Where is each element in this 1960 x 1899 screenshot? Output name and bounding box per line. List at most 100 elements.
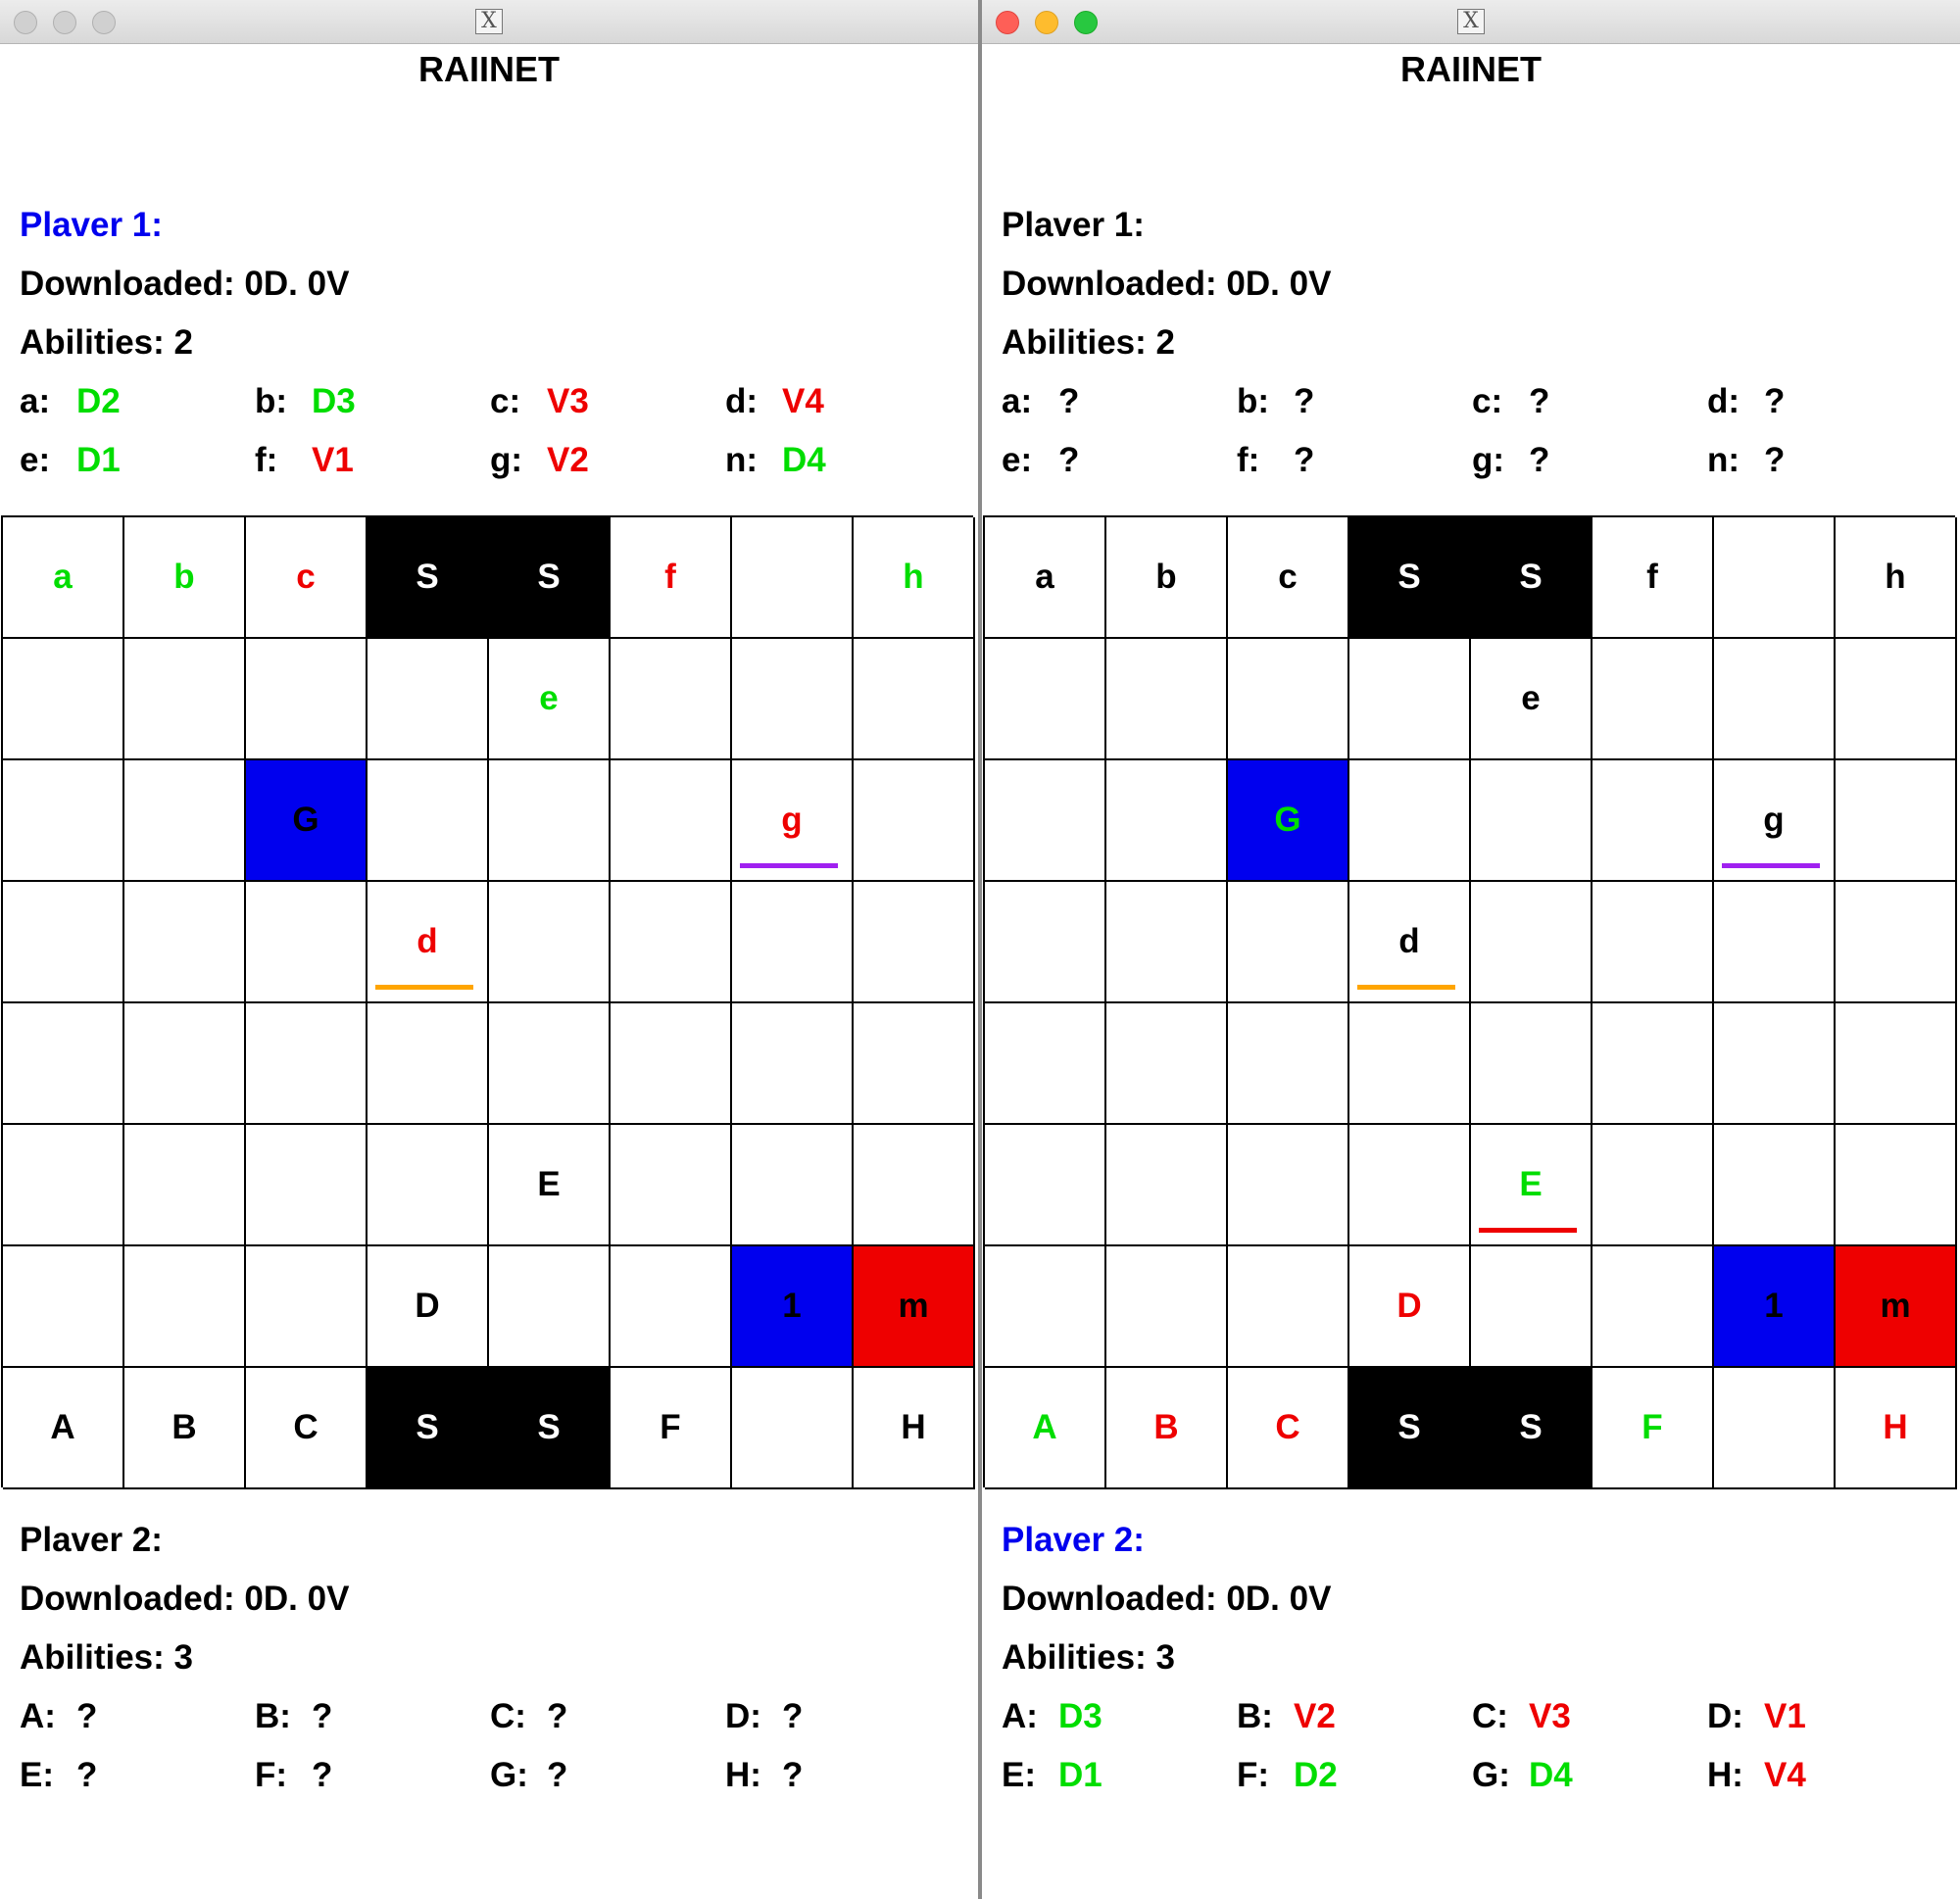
- board-cell[interactable]: [1228, 882, 1349, 1003]
- board-cell[interactable]: A: [985, 1368, 1106, 1489]
- board-cell[interactable]: [1592, 639, 1714, 760]
- board-cell[interactable]: [368, 639, 489, 760]
- board-cell[interactable]: [3, 639, 124, 760]
- board-cell[interactable]: B: [1106, 1368, 1228, 1489]
- server-port-cell[interactable]: S: [368, 1368, 489, 1489]
- board-cell[interactable]: [246, 1003, 368, 1125]
- firewall-cell[interactable]: 1: [732, 1246, 854, 1368]
- firewall-cell[interactable]: G: [1228, 760, 1349, 882]
- board-cell[interactable]: F: [1592, 1368, 1714, 1489]
- board-cell[interactable]: [1349, 1003, 1471, 1125]
- server-port-cell[interactable]: S: [1471, 517, 1592, 639]
- server-port-cell[interactable]: S: [1471, 1368, 1592, 1489]
- board-cell[interactable]: [854, 882, 975, 1003]
- board-cell[interactable]: [489, 1003, 611, 1125]
- board-cell[interactable]: [124, 639, 246, 760]
- board-cell[interactable]: f: [611, 517, 732, 639]
- board-cell[interactable]: c: [1228, 517, 1349, 639]
- board-cell[interactable]: E: [1471, 1125, 1592, 1246]
- board-cell[interactable]: [124, 1246, 246, 1368]
- board-cell[interactable]: [124, 882, 246, 1003]
- board-cell[interactable]: [246, 1125, 368, 1246]
- board-cell[interactable]: [611, 1125, 732, 1246]
- close-button[interactable]: [996, 11, 1019, 34]
- zoom-button[interactable]: [92, 11, 116, 34]
- board-cell[interactable]: [3, 882, 124, 1003]
- board-cell[interactable]: F: [611, 1368, 732, 1489]
- board-cell[interactable]: [1106, 1246, 1228, 1368]
- board-cell[interactable]: H: [854, 1368, 975, 1489]
- board-cell[interactable]: A: [3, 1368, 124, 1489]
- board-cell[interactable]: [854, 639, 975, 760]
- board-cell[interactable]: [985, 882, 1106, 1003]
- board-cell[interactable]: [489, 1246, 611, 1368]
- board-cell[interactable]: [3, 1003, 124, 1125]
- server-port-cell[interactable]: S: [368, 517, 489, 639]
- board-cell[interactable]: [3, 1246, 124, 1368]
- board-cell[interactable]: C: [1228, 1368, 1349, 1489]
- board-cell[interactable]: [1106, 639, 1228, 760]
- board-cell[interactable]: [1714, 882, 1836, 1003]
- window-titlebar[interactable]: X: [982, 0, 1960, 44]
- board-cell[interactable]: [3, 1125, 124, 1246]
- board-cell[interactable]: [1592, 1125, 1714, 1246]
- board-cell[interactable]: [1471, 882, 1592, 1003]
- board-cell[interactable]: [1106, 882, 1228, 1003]
- board-cell[interactable]: e: [1471, 639, 1592, 760]
- board-cell[interactable]: g: [1714, 760, 1836, 882]
- board-cell[interactable]: [1471, 1246, 1592, 1368]
- server-port-cell[interactable]: S: [489, 517, 611, 639]
- board-cell[interactable]: [1714, 1368, 1836, 1489]
- board-cell[interactable]: [985, 1003, 1106, 1125]
- board-cell[interactable]: [1836, 1003, 1957, 1125]
- board-cell[interactable]: [1106, 1125, 1228, 1246]
- minimize-button[interactable]: [1035, 11, 1058, 34]
- board-cell[interactable]: a: [985, 517, 1106, 639]
- board-cell[interactable]: [732, 1003, 854, 1125]
- board-cell[interactable]: b: [124, 517, 246, 639]
- board-cell[interactable]: [368, 1003, 489, 1125]
- board-cell[interactable]: D: [1349, 1246, 1471, 1368]
- board-cell[interactable]: [985, 1246, 1106, 1368]
- board-cell[interactable]: [611, 1003, 732, 1125]
- board-cell[interactable]: [1592, 1003, 1714, 1125]
- board-cell[interactable]: [732, 1368, 854, 1489]
- board-cell[interactable]: [246, 882, 368, 1003]
- board-cell[interactable]: [1836, 639, 1957, 760]
- board-cell[interactable]: [985, 1125, 1106, 1246]
- board-cell[interactable]: [854, 1125, 975, 1246]
- board-cell[interactable]: e: [489, 639, 611, 760]
- board-cell[interactable]: [611, 882, 732, 1003]
- minimize-button[interactable]: [53, 11, 76, 34]
- board-cell[interactable]: [732, 517, 854, 639]
- window-titlebar[interactable]: X: [0, 0, 978, 44]
- board-cell[interactable]: [1106, 1003, 1228, 1125]
- board-cell[interactable]: [1228, 639, 1349, 760]
- board-cell[interactable]: [489, 882, 611, 1003]
- board-cell[interactable]: [1349, 1125, 1471, 1246]
- board-cell[interactable]: [1228, 1125, 1349, 1246]
- board-cell[interactable]: [1228, 1003, 1349, 1125]
- board-cell[interactable]: [985, 760, 1106, 882]
- board-cell[interactable]: [1471, 760, 1592, 882]
- server-port-cell[interactable]: S: [1349, 1368, 1471, 1489]
- board-cell[interactable]: [1836, 1125, 1957, 1246]
- board-cell[interactable]: [124, 1003, 246, 1125]
- board-cell[interactable]: [1714, 517, 1836, 639]
- board-cell[interactable]: [368, 760, 489, 882]
- board-cell[interactable]: D: [368, 1246, 489, 1368]
- board-cell[interactable]: [1228, 1246, 1349, 1368]
- firewall-cell[interactable]: G: [246, 760, 368, 882]
- board-cell[interactable]: E: [489, 1125, 611, 1246]
- board-cell[interactable]: [1471, 1003, 1592, 1125]
- firewall-cell[interactable]: 1: [1714, 1246, 1836, 1368]
- board-cell[interactable]: [489, 760, 611, 882]
- board-cell[interactable]: g: [732, 760, 854, 882]
- board-cell[interactable]: [854, 1003, 975, 1125]
- board-cell[interactable]: [732, 639, 854, 760]
- board-cell[interactable]: [611, 1246, 732, 1368]
- board-cell[interactable]: b: [1106, 517, 1228, 639]
- board-cell[interactable]: [1714, 639, 1836, 760]
- board-cell[interactable]: [1714, 1003, 1836, 1125]
- board-cell[interactable]: [611, 639, 732, 760]
